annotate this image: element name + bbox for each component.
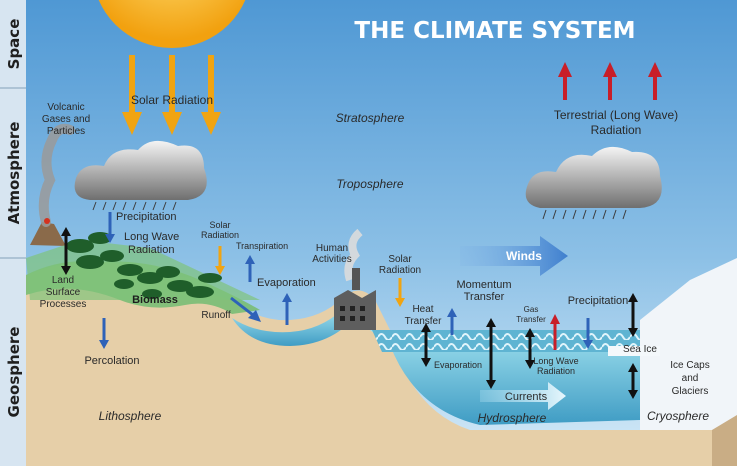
cloud-left-icon xyxy=(74,140,207,211)
label-volcanic-1: Volcanic xyxy=(47,102,84,113)
label-land-1: Land xyxy=(52,275,74,286)
label-sea-ice: Sea Ice xyxy=(623,344,657,355)
terrestrial-radiation-arrows xyxy=(558,62,662,100)
label-long-wave-sea-2: Radiation xyxy=(537,366,575,376)
label-momentum-1: Momentum xyxy=(456,279,511,291)
label-hydrosphere: Hydrosphere xyxy=(478,411,547,425)
label-solar-small-1: Solar xyxy=(209,220,230,230)
label-heat-1: Heat xyxy=(412,304,433,315)
label-percolation: Percolation xyxy=(84,355,139,367)
label-terrestrial-1: Terrestrial (Long Wave) xyxy=(554,108,678,122)
currents-arrow xyxy=(480,382,566,410)
solar-radiation-arrows xyxy=(122,55,221,135)
label-ice-caps-1: Ice Caps xyxy=(670,360,709,371)
diagram-title: THE CLIMATE SYSTEM xyxy=(354,18,635,44)
label-land-2: Surface xyxy=(46,287,81,298)
band-label-geosphere: Geosphere xyxy=(5,327,23,418)
label-precipitation-right: Precipitation xyxy=(568,295,629,307)
label-heat-2: Transfer xyxy=(405,316,443,327)
label-solar-radiation: Solar Radiation xyxy=(131,93,213,107)
label-cryosphere: Cryosphere xyxy=(647,409,709,423)
sun-icon xyxy=(98,0,246,48)
band-label-atmosphere: Atmosphere xyxy=(5,122,23,225)
factory-icon xyxy=(334,228,376,330)
volcano-icon xyxy=(30,123,75,246)
label-solar-mid-1: Solar xyxy=(388,254,412,265)
label-evaporation-sea: Evaporation xyxy=(434,360,482,370)
label-solar-small-2: Radiation xyxy=(201,230,239,240)
side-band xyxy=(0,0,26,466)
label-human-1: Human xyxy=(316,243,348,254)
label-gas-2: Transfer xyxy=(516,315,546,324)
label-gas-1: Gas xyxy=(524,305,539,314)
label-lithosphere: Lithosphere xyxy=(99,409,162,423)
process-arrows xyxy=(61,212,638,399)
land-mass xyxy=(26,261,737,466)
label-long-wave-1: Long Wave xyxy=(124,231,179,243)
label-terrestrial-2: Radiation xyxy=(591,123,642,137)
label-volcanic-3: Particles xyxy=(47,126,85,137)
label-evaporation-land: Evaporation xyxy=(257,277,316,289)
forest-icon xyxy=(66,232,222,299)
band-label-space: Space xyxy=(5,19,23,70)
label-ice-caps-2: and xyxy=(682,373,699,384)
label-troposphere: Troposphere xyxy=(336,177,403,191)
ocean xyxy=(370,330,640,425)
label-momentum-2: Transfer xyxy=(464,291,505,303)
label-currents: Currents xyxy=(505,391,548,403)
label-land-3: Processes xyxy=(40,299,87,310)
label-precipitation-left: Precipitation xyxy=(116,211,177,223)
label-solar-mid-2: Radiation xyxy=(379,265,421,276)
label-ice-caps-3: Glaciers xyxy=(672,386,709,397)
sea-ice-shelf xyxy=(608,346,660,356)
ice-cap xyxy=(640,258,737,430)
label-runoff: Runoff xyxy=(201,310,231,321)
lake xyxy=(232,310,354,346)
label-long-wave-2: Radiation xyxy=(128,244,174,256)
label-stratosphere: Stratosphere xyxy=(336,111,405,125)
cloud-right-icon xyxy=(525,146,662,220)
label-long-wave-sea-1: Long Wave xyxy=(533,356,578,366)
ocean-surface-waves xyxy=(372,330,640,352)
label-volcanic-2: Gases and xyxy=(42,114,90,125)
label-human-2: Activities xyxy=(312,254,351,265)
label-biomass: Biomass xyxy=(132,294,178,306)
label-winds: Winds xyxy=(506,249,542,263)
winds-arrow xyxy=(460,236,568,276)
label-transpiration: Transpiration xyxy=(236,241,288,251)
